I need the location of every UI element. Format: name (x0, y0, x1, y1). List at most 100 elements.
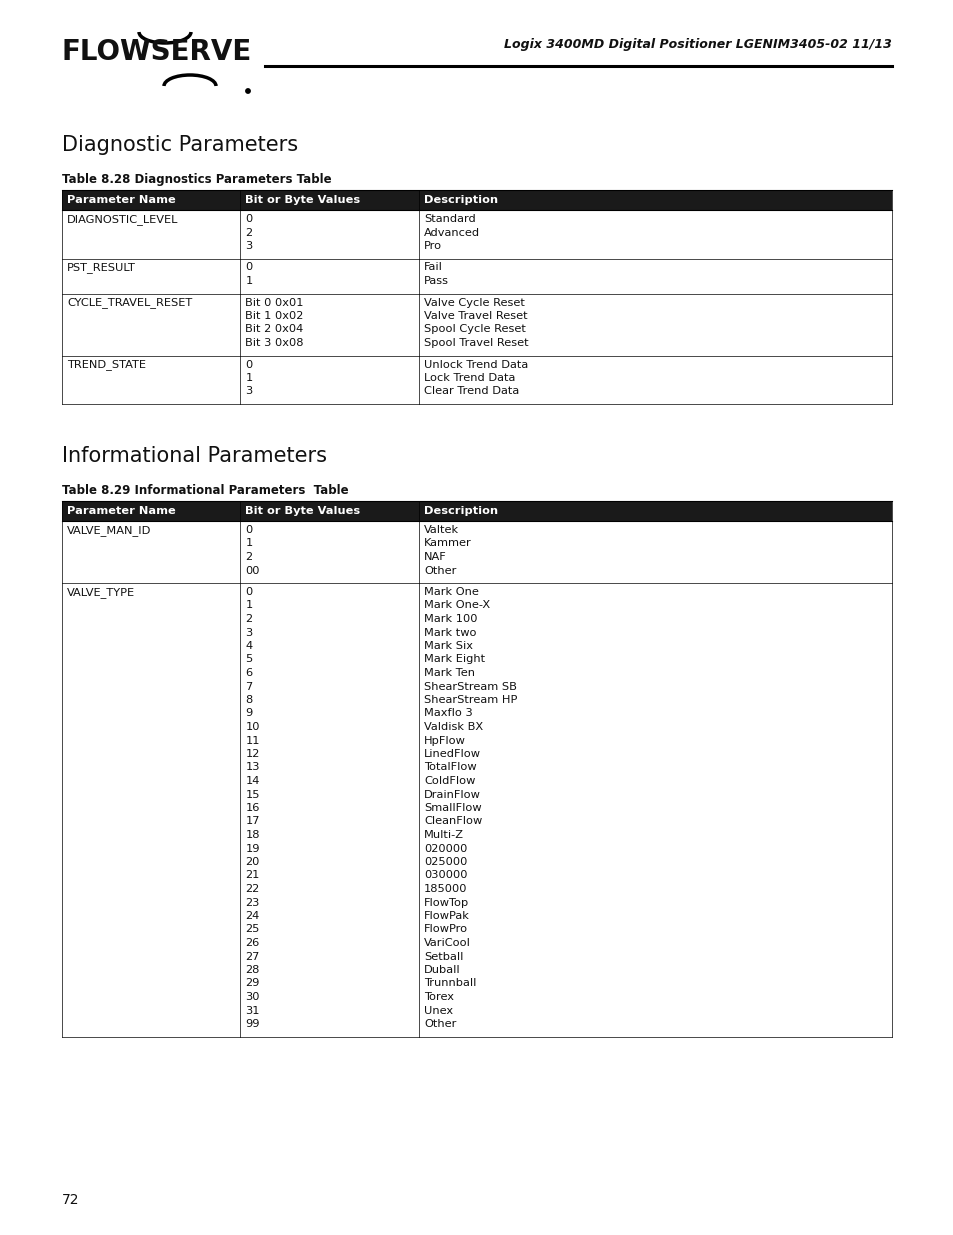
Text: 28: 28 (245, 965, 259, 974)
Text: Description: Description (423, 195, 497, 205)
Text: 2: 2 (245, 552, 253, 562)
Text: Clear Trend Data: Clear Trend Data (423, 387, 518, 396)
Text: 2: 2 (245, 614, 253, 624)
Text: 4: 4 (245, 641, 253, 651)
Text: 3: 3 (245, 627, 253, 637)
Text: Trunnball: Trunnball (423, 978, 476, 988)
Text: 99: 99 (245, 1019, 259, 1029)
Text: 10: 10 (245, 722, 259, 732)
Text: Valdisk BX: Valdisk BX (423, 722, 482, 732)
Text: 6: 6 (245, 668, 253, 678)
Text: Description: Description (423, 506, 497, 516)
Text: Pass: Pass (423, 275, 449, 287)
Bar (62, 294, 240, 356)
Text: Parameter Name: Parameter Name (67, 506, 175, 516)
Text: ShearStream HP: ShearStream HP (423, 695, 517, 705)
Text: TotalFlow: TotalFlow (423, 762, 476, 773)
Text: 25: 25 (245, 925, 259, 935)
Text: Diagnostic Parameters: Diagnostic Parameters (62, 135, 297, 156)
Text: Mark two: Mark two (423, 627, 476, 637)
Bar (418, 258, 891, 294)
Text: PST_RESULT: PST_RESULT (67, 263, 135, 273)
Text: 21: 21 (245, 871, 259, 881)
Text: Pro: Pro (423, 241, 441, 251)
Bar (240, 356, 418, 404)
Text: 1: 1 (245, 600, 253, 610)
Text: VALVE_TYPE: VALVE_TYPE (67, 587, 135, 598)
Text: Bit or Byte Values: Bit or Byte Values (245, 506, 360, 516)
Text: Table 8.28 Diagnostics Parameters Table: Table 8.28 Diagnostics Parameters Table (62, 173, 332, 186)
Text: Unex: Unex (423, 1005, 453, 1015)
Text: 15: 15 (245, 789, 259, 799)
Text: Unlock Trend Data: Unlock Trend Data (423, 359, 528, 369)
Text: 3: 3 (245, 241, 253, 251)
Text: Maxflo 3: Maxflo 3 (423, 709, 472, 719)
Text: 12: 12 (245, 748, 259, 760)
Bar (418, 521, 891, 583)
Bar (62, 258, 240, 294)
Text: Other: Other (423, 1019, 456, 1029)
Text: 22: 22 (245, 884, 259, 894)
Text: 00: 00 (245, 566, 259, 576)
Text: 30: 30 (245, 992, 259, 1002)
Bar (418, 210, 891, 258)
Text: NAF: NAF (423, 552, 446, 562)
Bar (240, 190, 418, 210)
Text: Mark One-X: Mark One-X (423, 600, 490, 610)
Bar (62, 501, 240, 521)
Text: SmallFlow: SmallFlow (423, 803, 481, 813)
Bar (62, 583, 240, 1036)
Text: 72: 72 (62, 1193, 79, 1207)
Text: FlowPro: FlowPro (423, 925, 468, 935)
Text: Fail: Fail (423, 263, 442, 273)
Text: Valve Cycle Reset: Valve Cycle Reset (423, 298, 524, 308)
Text: Informational Parameters: Informational Parameters (62, 446, 327, 466)
Text: 1: 1 (245, 275, 253, 287)
Text: 5: 5 (245, 655, 253, 664)
Text: 31: 31 (245, 1005, 259, 1015)
Text: 17: 17 (245, 816, 259, 826)
Text: 0: 0 (245, 587, 253, 597)
Bar (240, 258, 418, 294)
Text: 3: 3 (245, 387, 253, 396)
Text: 7: 7 (245, 682, 253, 692)
Bar (240, 210, 418, 258)
Text: CleanFlow: CleanFlow (423, 816, 481, 826)
Text: 26: 26 (245, 939, 259, 948)
Text: DrainFlow: DrainFlow (423, 789, 480, 799)
Text: HpFlow: HpFlow (423, 736, 465, 746)
Bar (418, 294, 891, 356)
Text: 29: 29 (245, 978, 259, 988)
Text: 24: 24 (245, 911, 259, 921)
Text: Valtek: Valtek (423, 525, 458, 535)
Bar (418, 501, 891, 521)
Bar (62, 356, 240, 404)
Text: 030000: 030000 (423, 871, 467, 881)
Text: VariCool: VariCool (423, 939, 470, 948)
Text: Setball: Setball (423, 951, 463, 962)
Bar (62, 190, 240, 210)
Text: Torex: Torex (423, 992, 454, 1002)
Text: Kammer: Kammer (423, 538, 471, 548)
Text: Mark One: Mark One (423, 587, 478, 597)
Text: Advanced: Advanced (423, 227, 479, 237)
Text: 0: 0 (245, 263, 253, 273)
Text: 185000: 185000 (423, 884, 467, 894)
Text: FlowPak: FlowPak (423, 911, 469, 921)
Text: 1: 1 (245, 373, 253, 383)
Bar (418, 583, 891, 1036)
Text: Spool Cycle Reset: Spool Cycle Reset (423, 325, 525, 335)
Text: Mark Six: Mark Six (423, 641, 473, 651)
Text: Mark Ten: Mark Ten (423, 668, 475, 678)
Bar (240, 521, 418, 583)
Bar (240, 583, 418, 1036)
Text: 025000: 025000 (423, 857, 467, 867)
Text: DIAGNOSTIC_LEVEL: DIAGNOSTIC_LEVEL (67, 214, 178, 225)
Text: 13: 13 (245, 762, 259, 773)
Text: 11: 11 (245, 736, 259, 746)
Text: 23: 23 (245, 898, 259, 908)
Text: 14: 14 (245, 776, 259, 785)
Text: 9: 9 (245, 709, 253, 719)
Circle shape (246, 89, 250, 93)
Bar (240, 501, 418, 521)
